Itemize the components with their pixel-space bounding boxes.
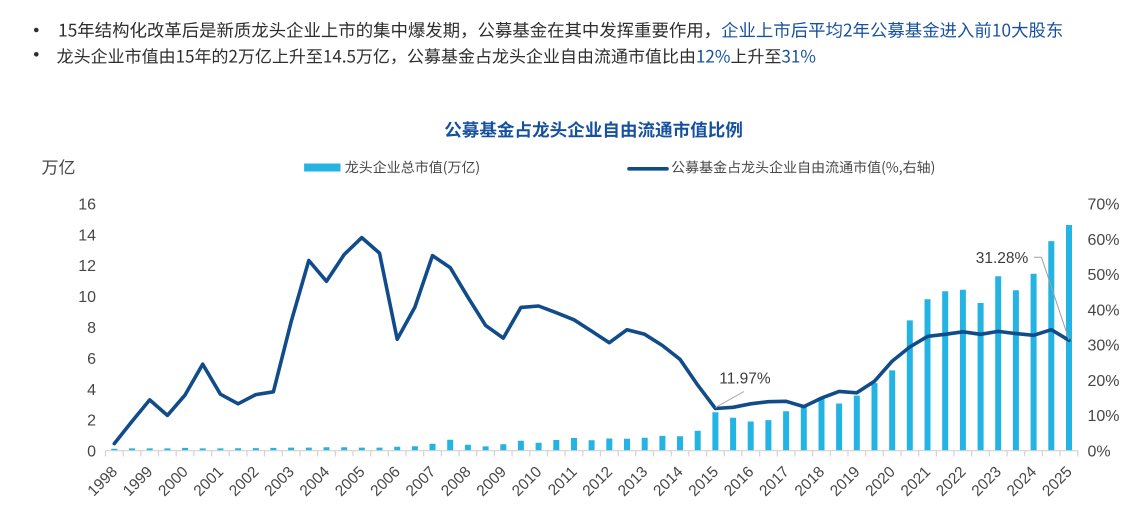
- svg-text:2: 2: [87, 413, 96, 430]
- svg-text:30%: 30%: [1088, 338, 1120, 355]
- svg-text:14: 14: [78, 227, 96, 244]
- svg-text:16: 16: [78, 197, 96, 214]
- svg-text:12: 12: [78, 258, 96, 275]
- svg-text:31.28%: 31.28%: [976, 250, 1029, 267]
- svg-text:6: 6: [87, 351, 96, 368]
- svg-text:20%: 20%: [1088, 373, 1120, 390]
- svg-text:4: 4: [87, 382, 96, 399]
- svg-text:10%: 10%: [1088, 408, 1120, 425]
- svg-text:0: 0: [87, 444, 96, 461]
- svg-text:50%: 50%: [1088, 267, 1120, 284]
- svg-text:8: 8: [87, 320, 96, 337]
- svg-text:11.97%: 11.97%: [719, 371, 771, 388]
- svg-text:10: 10: [78, 289, 96, 306]
- svg-text:0%: 0%: [1088, 444, 1111, 461]
- svg-text:40%: 40%: [1088, 302, 1120, 319]
- svg-text:60%: 60%: [1088, 232, 1120, 249]
- svg-text:70%: 70%: [1088, 197, 1120, 214]
